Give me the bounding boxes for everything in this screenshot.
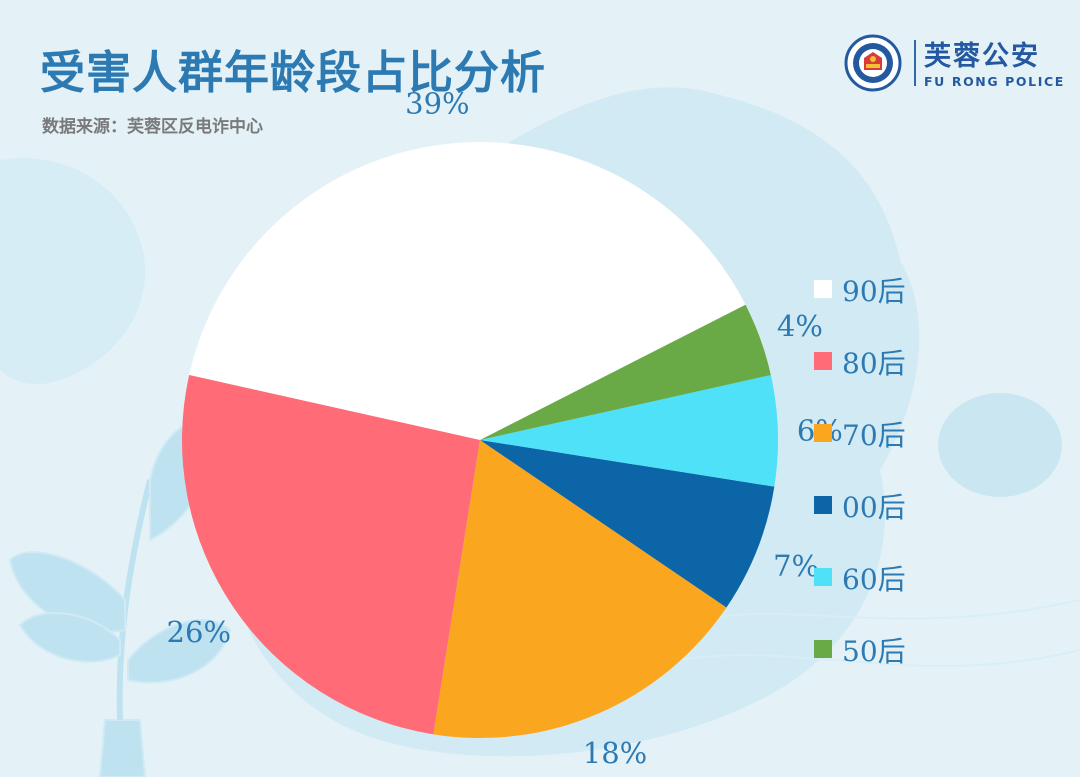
fu-rong-police-logo: 芙蓉公安 FU RONG POLICE: [844, 34, 1063, 92]
police-badge-icon: [844, 34, 902, 92]
legend-label: 50后: [842, 635, 906, 668]
legend-label: 90后: [842, 275, 906, 308]
legend-label: 70后: [842, 419, 906, 452]
data-source: 数据来源：芙蓉区反电诈中心: [42, 117, 263, 137]
background-blob: [0, 158, 146, 385]
slice-label-00后: 7%: [773, 549, 819, 583]
slice-label-70后: 18%: [583, 736, 647, 770]
logo-name-cn: 芙蓉公安: [924, 41, 1040, 72]
legend-swatch: [814, 568, 832, 586]
pie-slice-50后: [480, 304, 771, 440]
pie-slice-90后: [189, 141, 746, 440]
pie-slice-60后: [480, 374, 778, 487]
plant-decoration: [8, 416, 232, 777]
slice-label-80后: 26%: [167, 615, 231, 649]
legend-swatch: [814, 352, 832, 370]
pie-slice-00后: [480, 440, 775, 608]
legend-label: 60后: [842, 563, 906, 596]
logo-name-en: FU RONG POLICE: [924, 74, 1065, 89]
background-line: [699, 599, 1080, 621]
legend-label: 00后: [842, 491, 906, 524]
background-circle: [938, 393, 1062, 497]
slice-label-90后: 39%: [405, 87, 469, 121]
legend-swatch: [814, 640, 832, 658]
chart-title: 受害人群年龄段占比分析: [40, 46, 547, 99]
legend-swatch: [814, 424, 832, 442]
legend-swatch: [814, 280, 832, 298]
pie-slice-70后: [433, 440, 727, 738]
legend-label: 80后: [842, 347, 906, 380]
slice-label-50后: 4%: [777, 309, 823, 343]
logo-divider: [914, 40, 916, 86]
pie-slice-80后: [181, 374, 480, 735]
legend-swatch: [814, 496, 832, 514]
background-line: [679, 649, 1080, 667]
